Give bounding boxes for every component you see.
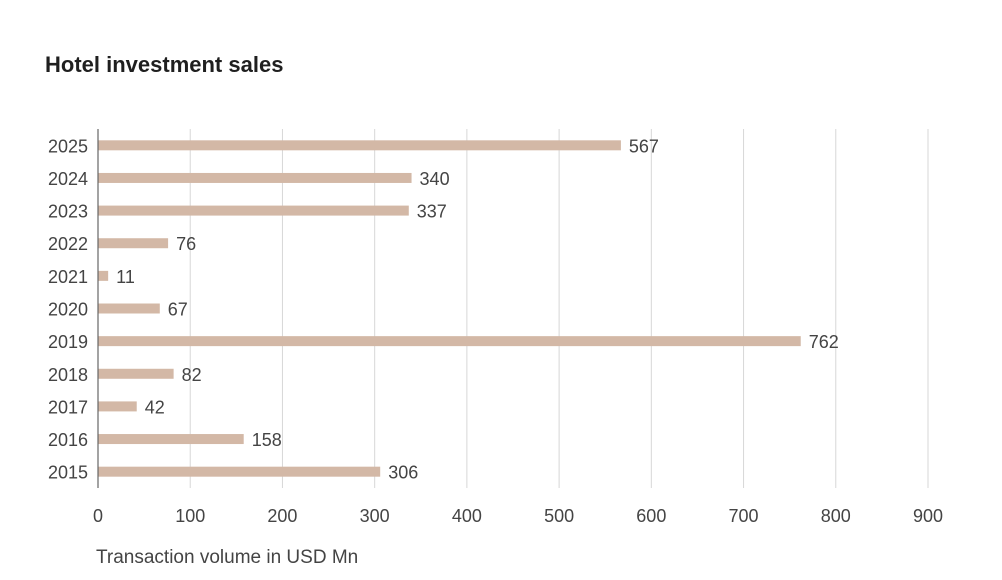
bar-2021 xyxy=(98,270,109,281)
x-tick-label-900: 900 xyxy=(913,506,943,526)
bar-2022 xyxy=(98,238,169,249)
category-label-2022: 2022 xyxy=(48,234,88,254)
category-label-2016: 2016 xyxy=(48,430,88,450)
category-label-2025: 2025 xyxy=(48,136,88,156)
category-label-2019: 2019 xyxy=(48,332,88,352)
value-label-2023: 337 xyxy=(417,202,447,222)
x-tick-label-100: 100 xyxy=(175,506,205,526)
value-label-2019: 762 xyxy=(809,332,839,352)
x-axis-label: Transaction volume in USD Mn xyxy=(96,547,359,568)
bar-2018 xyxy=(98,368,174,379)
bar-2019 xyxy=(98,336,801,347)
bar-2023 xyxy=(98,205,409,216)
category-label-2020: 2020 xyxy=(48,300,88,320)
x-tick-label-300: 300 xyxy=(360,506,390,526)
category-label-2018: 2018 xyxy=(48,365,88,385)
bar-2024 xyxy=(98,172,412,183)
value-label-2016: 158 xyxy=(252,430,282,450)
x-tick-label-600: 600 xyxy=(636,506,666,526)
x-tick-label-0: 0 xyxy=(93,506,103,526)
category-label-2015: 2015 xyxy=(48,463,88,483)
category-label-2024: 2024 xyxy=(48,169,88,189)
x-tick-label-700: 700 xyxy=(729,506,759,526)
value-label-2025: 567 xyxy=(629,136,659,156)
chart-title: Hotel investment sales xyxy=(45,52,284,77)
x-tick-label-800: 800 xyxy=(821,506,851,526)
category-label-2017: 2017 xyxy=(48,397,88,417)
category-label-2021: 2021 xyxy=(48,267,88,287)
value-label-2024: 340 xyxy=(420,169,450,189)
x-tick-label-400: 400 xyxy=(452,506,482,526)
bar-2017 xyxy=(98,401,137,412)
bar-2016 xyxy=(98,434,244,445)
x-tick-label-500: 500 xyxy=(544,506,574,526)
bar-2015 xyxy=(98,466,381,477)
value-label-2015: 306 xyxy=(388,463,418,483)
category-label-2023: 2023 xyxy=(48,202,88,222)
value-label-2017: 42 xyxy=(145,397,165,417)
value-label-2022: 76 xyxy=(176,234,196,254)
x-tick-label-200: 200 xyxy=(267,506,297,526)
value-label-2020: 67 xyxy=(168,300,188,320)
bar-2020 xyxy=(98,303,160,314)
value-label-2018: 82 xyxy=(182,365,202,385)
value-label-2021: 11 xyxy=(116,267,135,287)
bar-2025 xyxy=(98,140,621,151)
